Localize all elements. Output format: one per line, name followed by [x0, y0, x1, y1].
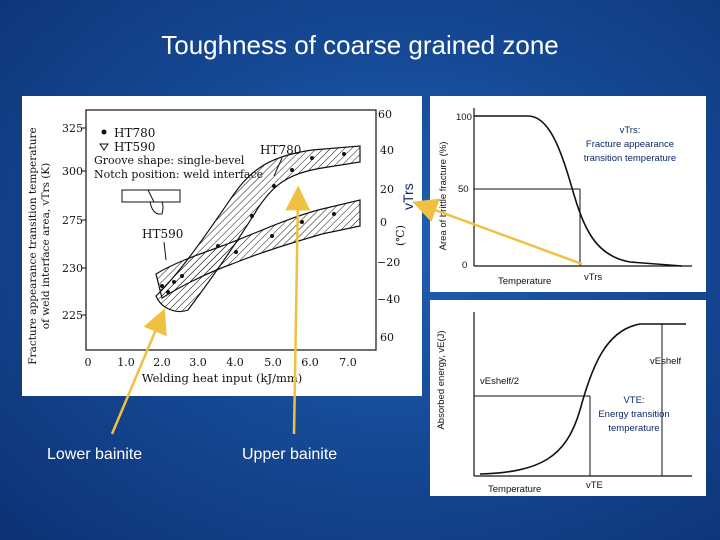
- x-tick-5: 5.0: [264, 356, 282, 369]
- right-axis-unit: (℃): [394, 225, 407, 246]
- top-ylabel: Area of brittle fracture (%): [438, 142, 449, 251]
- right-tick-60-bottom: 60: [380, 331, 394, 344]
- left-tick-275: 275: [62, 214, 83, 227]
- top-xlabel: Temperature: [498, 276, 551, 287]
- legend-ht780: HT780: [114, 126, 155, 140]
- top-note-title: vTrs:: [620, 125, 641, 136]
- x-tick-3: 3.0: [189, 356, 207, 369]
- legend-ht590: HT590: [114, 140, 155, 154]
- left-plot-frame: [85, 109, 377, 351]
- legend-ht780-dot: [101, 129, 107, 135]
- slide-title: Toughness of coarse grained zone: [161, 30, 559, 60]
- x-tick-4: 4.0: [226, 356, 244, 369]
- right-tick-60-top: 60: [378, 108, 392, 121]
- bottom-note-line2: temperature: [608, 423, 659, 434]
- left-xlabel: Welding heat input (kJ/mm): [142, 371, 303, 385]
- band-ht590: [155, 199, 361, 299]
- x-tick-0: 0: [85, 356, 92, 369]
- right-tick-minus20: −20: [377, 256, 400, 269]
- top-note-line1: Fracture appearance: [586, 139, 674, 150]
- left-tick-300: 300: [62, 165, 83, 178]
- bottom-note-line1: Energy transition: [598, 409, 669, 420]
- left-tick-230: 230: [62, 262, 83, 275]
- energy-curve: [479, 323, 686, 475]
- x-tick-1: 1.0: [117, 356, 135, 369]
- right-tick-40: 40: [380, 144, 394, 157]
- arrow-vtrs: [412, 198, 583, 266]
- top-ytick-50: 50: [458, 184, 469, 195]
- x-tick-6: 6.0: [301, 356, 319, 369]
- fracture-curve: [474, 115, 683, 267]
- top-ytick-0: 0: [462, 260, 467, 271]
- groove-sketch: [121, 189, 181, 215]
- caption-upper-bainite: Upper bainite: [242, 446, 338, 463]
- bottom-note-title: VTE:: [623, 395, 644, 406]
- bottom-half-label: vEshelf/2: [480, 376, 519, 387]
- caption-lower-bainite: Lower bainite: [47, 446, 143, 463]
- arrow-lower-bainite: [110, 308, 167, 435]
- bottom-xlabel: Temperature: [488, 484, 541, 495]
- condition-groove: Groove shape: single-bevel: [94, 154, 245, 167]
- left-tick-325: 325: [62, 122, 83, 135]
- band-label-ht780: HT780: [260, 143, 301, 157]
- top-vtrs-marker: vTrs: [584, 272, 602, 283]
- bottom-vte-marker: vTE: [586, 480, 603, 491]
- left-ylabel-line1: Fracture appearance transition temperatu…: [27, 127, 39, 364]
- bottom-ylabel: Absorbed energy, vE(J): [436, 330, 447, 429]
- arrow-upper-bainite: [285, 185, 311, 435]
- legend-ht590-marker: [99, 143, 109, 151]
- vtrs-callout: vTrs: [400, 183, 416, 210]
- right-tick-0: 0: [380, 216, 387, 229]
- x-tick-2: 2.0: [153, 356, 171, 369]
- band-label-ht590: HT590: [142, 227, 183, 241]
- left-tick-225: 225: [62, 309, 83, 322]
- left-ylabel-line2: of weld interface area, vTrs (K): [40, 163, 52, 329]
- right-tick-20: 20: [380, 183, 394, 196]
- condition-notch: Notch position: weld interface: [94, 168, 263, 181]
- absorbed-energy-chart: Absorbed energy, vE(J) vEshelf vEshelf/2…: [430, 300, 706, 496]
- top-note-line2: transition temperature: [584, 153, 676, 164]
- right-tick-minus40: −40: [377, 293, 400, 306]
- x-tick-7: 7.0: [339, 356, 357, 369]
- heat-input-chart: Fracture appearance transition temperatu…: [22, 96, 422, 396]
- top-ytick-100: 100: [456, 112, 472, 123]
- bottom-shelf-label: vEshelf: [650, 356, 682, 367]
